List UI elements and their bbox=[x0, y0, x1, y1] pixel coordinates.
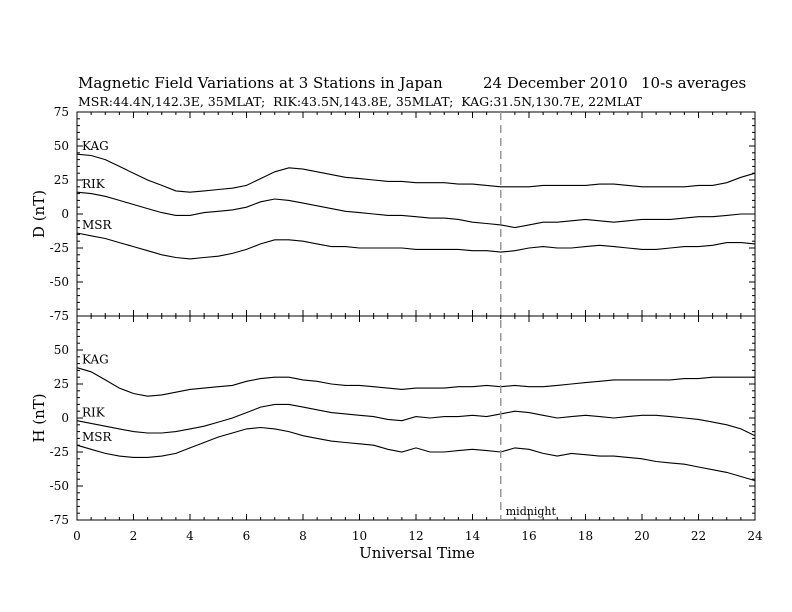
y-tick-label: -50 bbox=[50, 275, 69, 289]
x-axis-label: Universal Time bbox=[359, 544, 475, 562]
series-line-kag bbox=[76, 153, 756, 193]
chart-averaging: 10-s averages bbox=[641, 74, 746, 92]
x-tick-label: 0 bbox=[73, 529, 81, 543]
y-tick-label: 25 bbox=[54, 377, 69, 391]
series-label-kag: KAG bbox=[82, 139, 109, 153]
y-tick-label: 75 bbox=[54, 105, 69, 119]
y-tick-label: 50 bbox=[54, 139, 69, 153]
x-tick-label: 16 bbox=[521, 529, 536, 543]
y-tick-label: 50 bbox=[54, 343, 69, 357]
midnight-marker-label: midnight bbox=[506, 505, 557, 518]
series-line-msr bbox=[76, 232, 756, 260]
series-line-msr bbox=[76, 426, 756, 482]
series-label-rik: RIK bbox=[82, 177, 106, 191]
chart-title: Magnetic Field Variations at 3 Stations … bbox=[78, 74, 443, 92]
panel-0-frame bbox=[76, 111, 756, 317]
series-label-msr: MSR bbox=[82, 218, 113, 232]
series-line-rik bbox=[76, 403, 756, 437]
x-tick-label: 18 bbox=[578, 529, 593, 543]
y-tick-label: -50 bbox=[50, 479, 69, 493]
x-tick-label: 4 bbox=[186, 529, 194, 543]
y-axis-label: D (nT) bbox=[30, 190, 48, 238]
x-tick-label: 14 bbox=[465, 529, 481, 543]
series-line-rik bbox=[76, 191, 755, 229]
panels-layer: 75 50 25 0 -25 -50 -75 D (nT) KAG RIK MSR 50 25 0 -25 -… bbox=[30, 105, 763, 543]
series-label-kag: KAG bbox=[82, 353, 109, 367]
series-label-msr: MSR bbox=[82, 430, 113, 444]
series-line-kag bbox=[76, 367, 755, 397]
x-tick-label: 6 bbox=[243, 529, 251, 543]
y-tick-label: -75 bbox=[50, 309, 69, 323]
y-tick-label: 0 bbox=[61, 411, 69, 425]
x-tick-label: 8 bbox=[299, 529, 307, 543]
y-tick-label: 0 bbox=[61, 207, 69, 221]
x-tick-label: 20 bbox=[634, 529, 649, 543]
series-label-rik: RIK bbox=[82, 406, 106, 420]
y-tick-label: -25 bbox=[50, 445, 69, 459]
y-tick-label: 25 bbox=[54, 173, 69, 187]
y-axis-label: H (nT) bbox=[30, 393, 48, 442]
y-tick-label: -75 bbox=[50, 513, 69, 527]
x-tick-label: 12 bbox=[408, 529, 423, 543]
chart-subtitle: MSR:44.4N,142.3E, 35MLAT; RIK:43.5N,143.… bbox=[78, 94, 642, 109]
x-tick-label: 2 bbox=[130, 529, 138, 543]
x-tick-label: 10 bbox=[352, 529, 367, 543]
y-tick-label: -25 bbox=[50, 241, 69, 255]
panel-0: 75 50 25 0 -25 -50 -75 D (nT) KAG RIK MSR bbox=[30, 105, 756, 323]
chart-date: 24 December 2010 bbox=[483, 74, 628, 92]
panel-1: 50 25 0 -25 -50 -75 H (nT) KAG RIK MSR bbox=[30, 315, 756, 527]
panel-1-frame bbox=[76, 315, 756, 521]
x-tick-label: 22 bbox=[691, 529, 706, 543]
x-tick-label: 24 bbox=[747, 529, 763, 543]
